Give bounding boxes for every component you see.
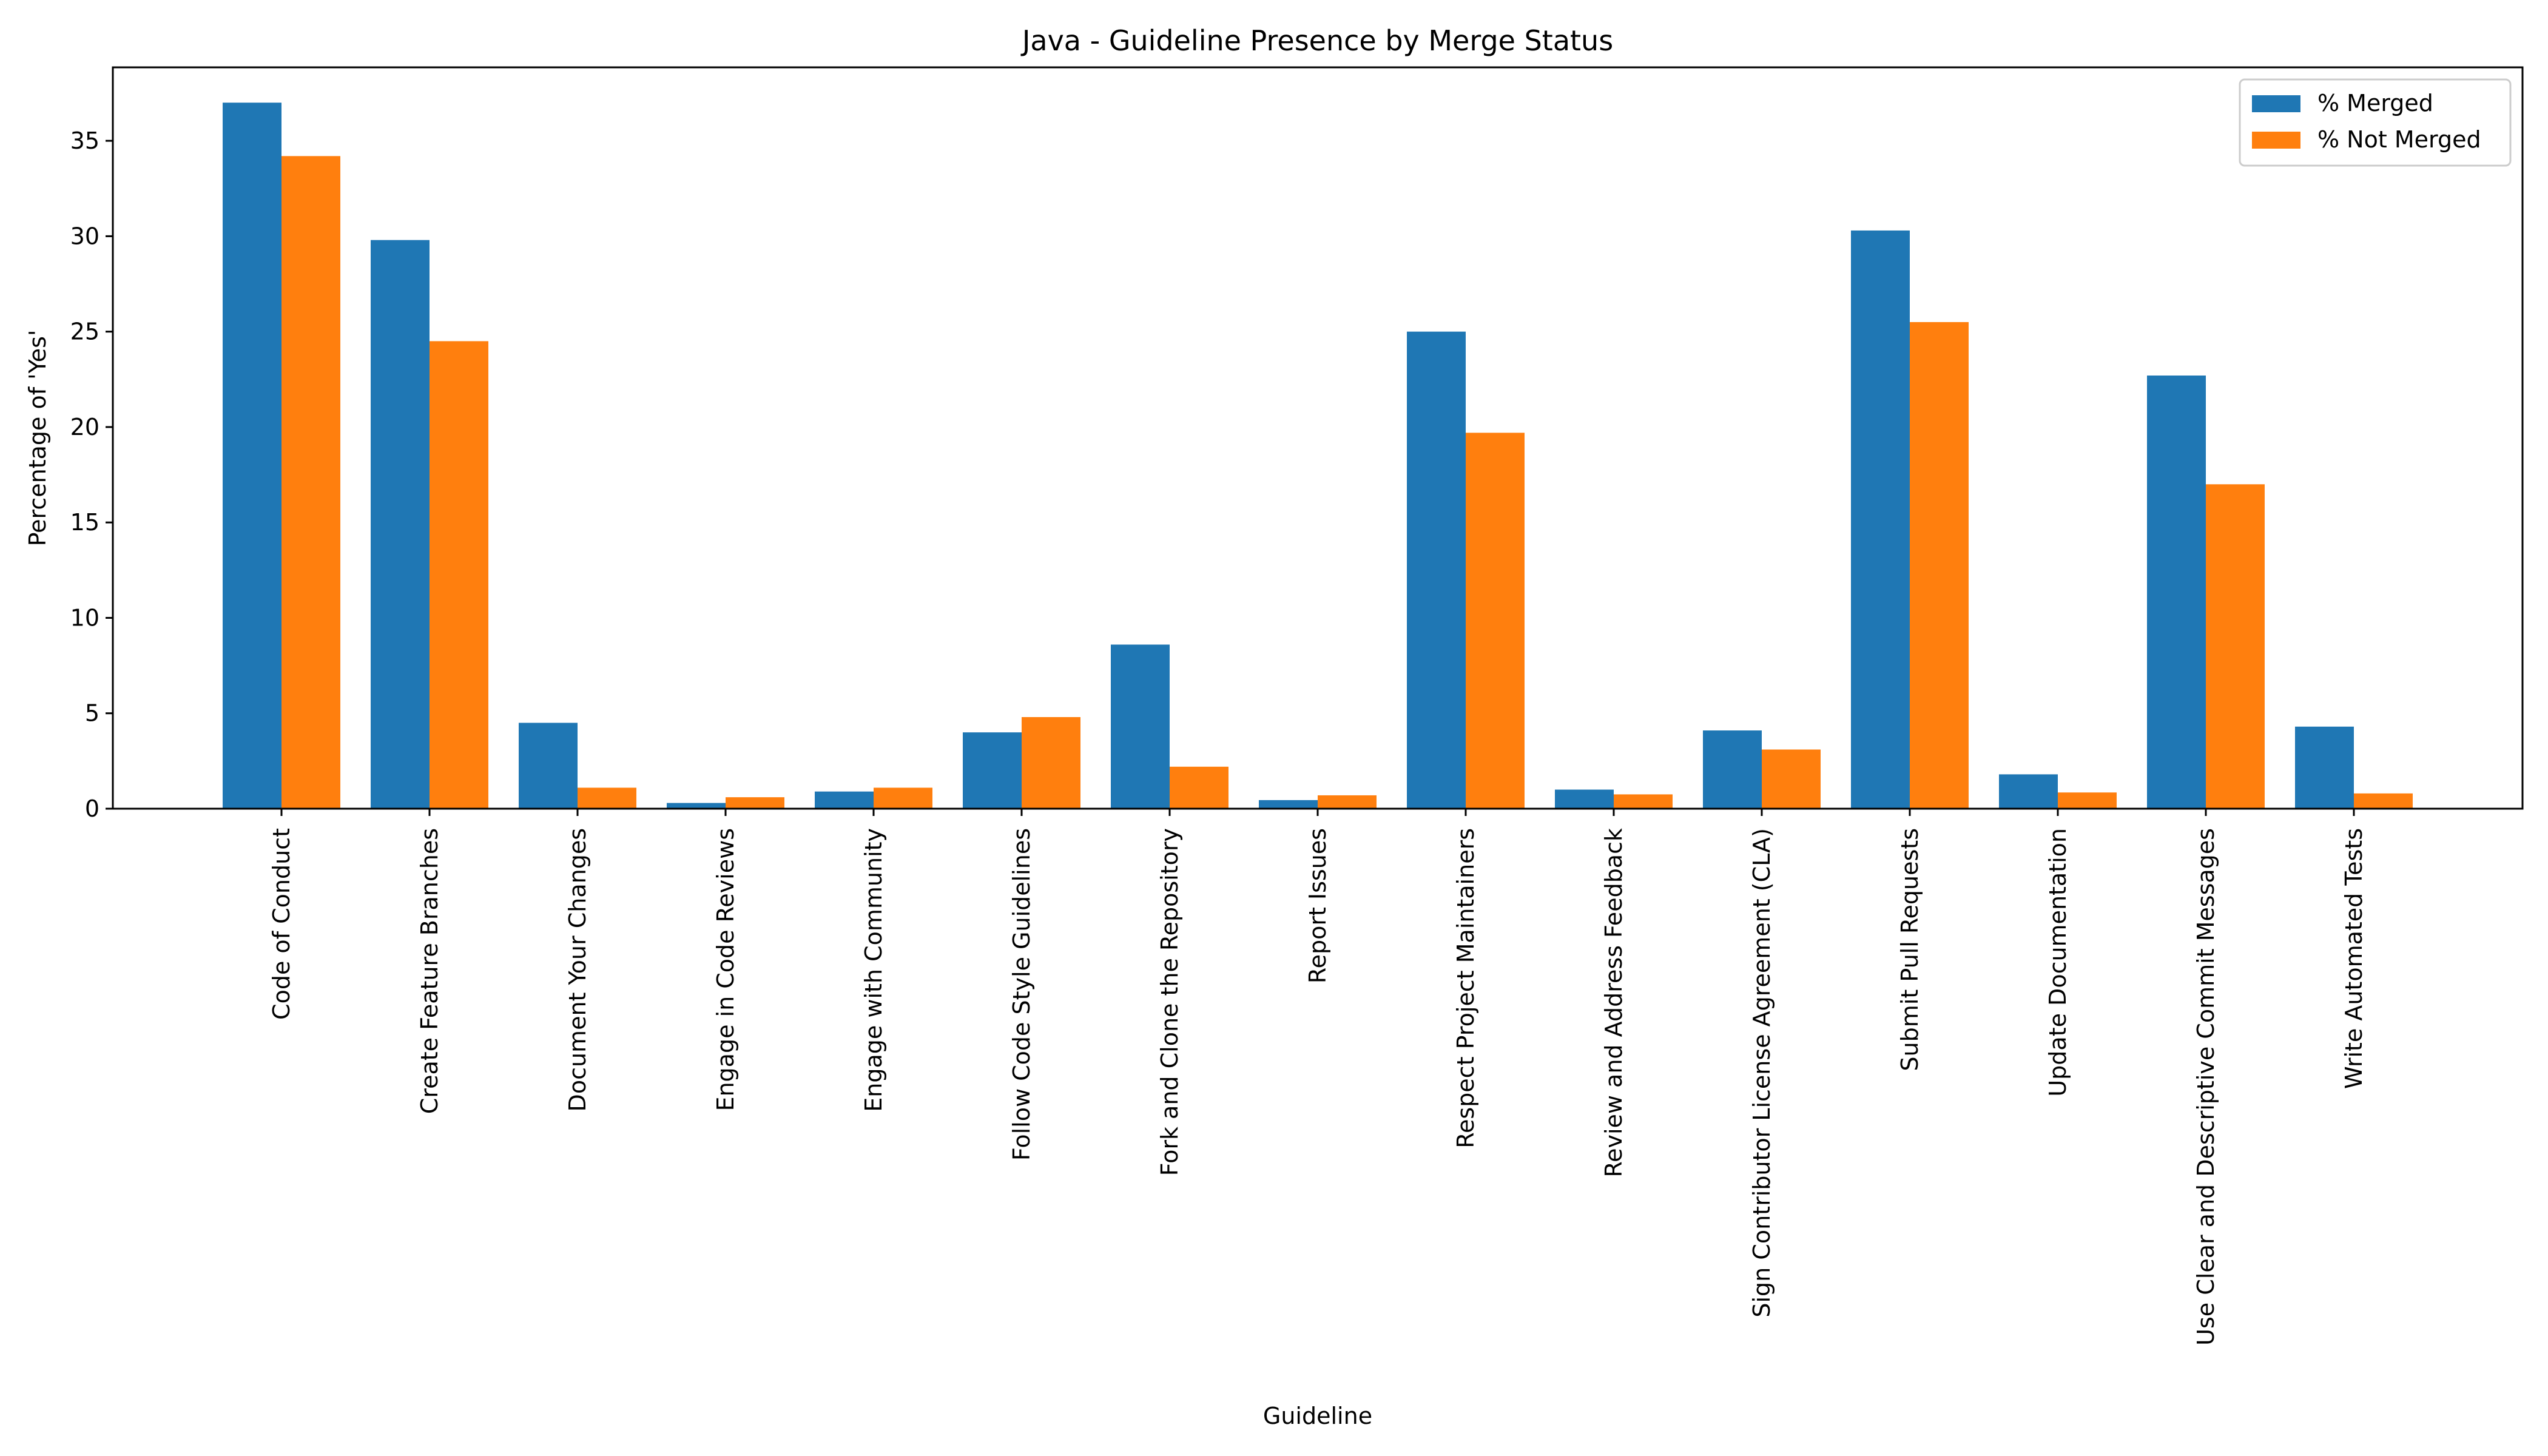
bar	[667, 803, 726, 809]
bar	[223, 103, 281, 809]
bar	[371, 240, 430, 809]
x-tick-label: Write Automated Tests	[2341, 828, 2367, 1089]
bar	[2058, 792, 2117, 809]
bar	[1762, 749, 1821, 809]
bar	[1170, 766, 1228, 809]
x-tick-label: Engage with Community	[860, 828, 887, 1112]
bar	[1407, 331, 1466, 809]
y-tick-label: 15	[70, 509, 99, 536]
legend-label: % Not Merged	[2317, 126, 2481, 153]
x-tick-label: Engage in Code Reviews	[712, 828, 739, 1111]
y-tick-label: 25	[70, 318, 99, 345]
bar	[1022, 717, 1080, 809]
bar	[1259, 800, 1318, 809]
legend-box	[2239, 78, 2512, 167]
bar	[281, 156, 340, 809]
bar	[578, 787, 636, 809]
x-axis-label: Guideline	[1263, 1403, 1372, 1429]
y-tick-label: 10	[70, 604, 99, 631]
y-axis: 0 5 10 15 20 25 30 35	[70, 127, 113, 822]
y-axis-label: Percentage of 'Yes'	[24, 330, 51, 547]
x-tick-label: Code of Conduct	[268, 828, 295, 1020]
bar	[2147, 375, 2206, 809]
x-tick-label: Submit Pull Requests	[1896, 828, 1923, 1071]
x-tick-label: Create Feature Branches	[416, 828, 443, 1114]
x-axis: Code of Conduct Create Feature Branches Do…	[268, 809, 2367, 1346]
x-tick-label: Sign Contributor License Agreement (CLA)	[1748, 828, 1775, 1318]
y-tick-label: 20	[70, 414, 99, 440]
bar	[430, 341, 488, 809]
y-tick-label: 5	[85, 700, 99, 727]
plot-frame	[112, 66, 2524, 810]
bar	[519, 723, 578, 809]
bar	[874, 787, 932, 809]
x-tick-label: Follow Code Style Guidelines	[1008, 828, 1035, 1161]
legend-label: % Merged	[2317, 90, 2433, 116]
bar	[1555, 789, 1614, 809]
bar	[2354, 793, 2413, 809]
bar	[1910, 322, 1969, 809]
bar	[963, 732, 1022, 809]
bar	[1466, 433, 1525, 809]
x-tick-label: Fork and Clone the Repository	[1156, 828, 1183, 1176]
chart-title: Java - Guideline Presence by Merge Statu…	[1020, 24, 1613, 57]
x-tick-label: Review and Address Feedback	[1600, 828, 1627, 1178]
x-tick-label: Respect Project Maintainers	[1452, 828, 1479, 1148]
x-tick-label: Document Your Changes	[564, 828, 591, 1111]
x-tick-label: Use Clear and Descriptive Commit Message…	[2192, 828, 2219, 1346]
bars-group	[223, 103, 2413, 809]
bar	[1111, 644, 1170, 809]
legend-swatch	[2252, 132, 2300, 149]
bar	[815, 791, 874, 809]
bar	[2295, 726, 2354, 809]
bar	[1614, 794, 1673, 809]
x-tick-label: Update Documentation	[2044, 828, 2071, 1097]
y-tick-label: 35	[70, 127, 99, 154]
bar	[1318, 795, 1377, 809]
legend-swatch	[2252, 95, 2300, 112]
y-tick-label: 30	[70, 223, 99, 249]
y-tick-label: 0	[85, 795, 99, 822]
bar	[2206, 484, 2265, 809]
x-tick-label: Report Issues	[1304, 828, 1331, 983]
bar	[1703, 730, 1762, 809]
bar	[1999, 774, 2058, 809]
legend: % Merged % Not Merged	[2239, 78, 2512, 167]
bar	[1851, 230, 1910, 809]
bar	[726, 797, 784, 809]
